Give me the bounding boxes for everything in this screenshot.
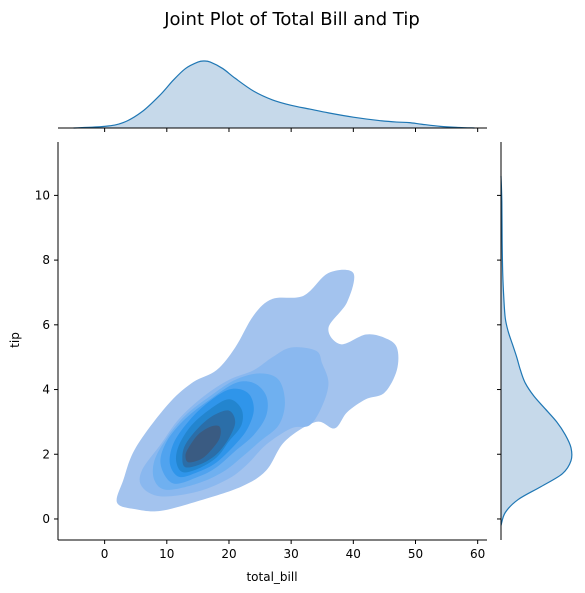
x-axis-label: total_bill — [246, 570, 297, 584]
kde-contour-level-8 — [185, 425, 221, 463]
x-tick-label: 50 — [408, 547, 423, 561]
x-tick-label: 40 — [346, 547, 361, 561]
y-axis-label: tip — [8, 332, 22, 348]
x-tick-label: 10 — [159, 547, 174, 561]
y-tick-label: 10 — [35, 188, 50, 202]
marginal-x-panel — [73, 60, 475, 129]
y-tick-label: 8 — [42, 253, 50, 267]
y-tick-label: 6 — [42, 318, 50, 332]
axes: 0 10 20 30 40 50 60 0 2 4 6 8 10 — [35, 127, 502, 561]
y-tick-label: 0 — [42, 512, 50, 526]
x-tick-label: 60 — [470, 547, 485, 561]
x-tick-label: 30 — [284, 547, 299, 561]
marginal-x-line — [73, 60, 475, 129]
marginal-x-fill — [73, 60, 475, 128]
marginal-y-panel — [500, 175, 573, 526]
marginal-y-line — [500, 175, 573, 526]
chart-title: Joint Plot of Total Bill and Tip — [163, 9, 420, 30]
y-tick-label: 2 — [42, 447, 50, 461]
marginal-y-fill — [501, 175, 572, 526]
y-tick-label: 4 — [42, 383, 50, 397]
joint-kde-panel — [116, 269, 399, 512]
x-tick-label: 0 — [101, 547, 109, 561]
x-tick-label: 20 — [221, 547, 236, 561]
